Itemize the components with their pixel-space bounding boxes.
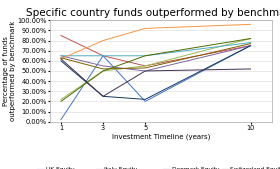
Title: Specific country funds outperformed by benchmark: Specific country funds outperformed by b…: [26, 8, 280, 18]
Legend: UK Equity, Germany Equity, France Equity, Italy Equity, Spain Equity, Netherland: UK Equity, Germany Equity, France Equity…: [37, 167, 280, 169]
Y-axis label: Percentage of funds
outperformed by benchmark: Percentage of funds outperformed by benc…: [3, 21, 16, 121]
X-axis label: Investment Timeline (years): Investment Timeline (years): [112, 134, 210, 140]
